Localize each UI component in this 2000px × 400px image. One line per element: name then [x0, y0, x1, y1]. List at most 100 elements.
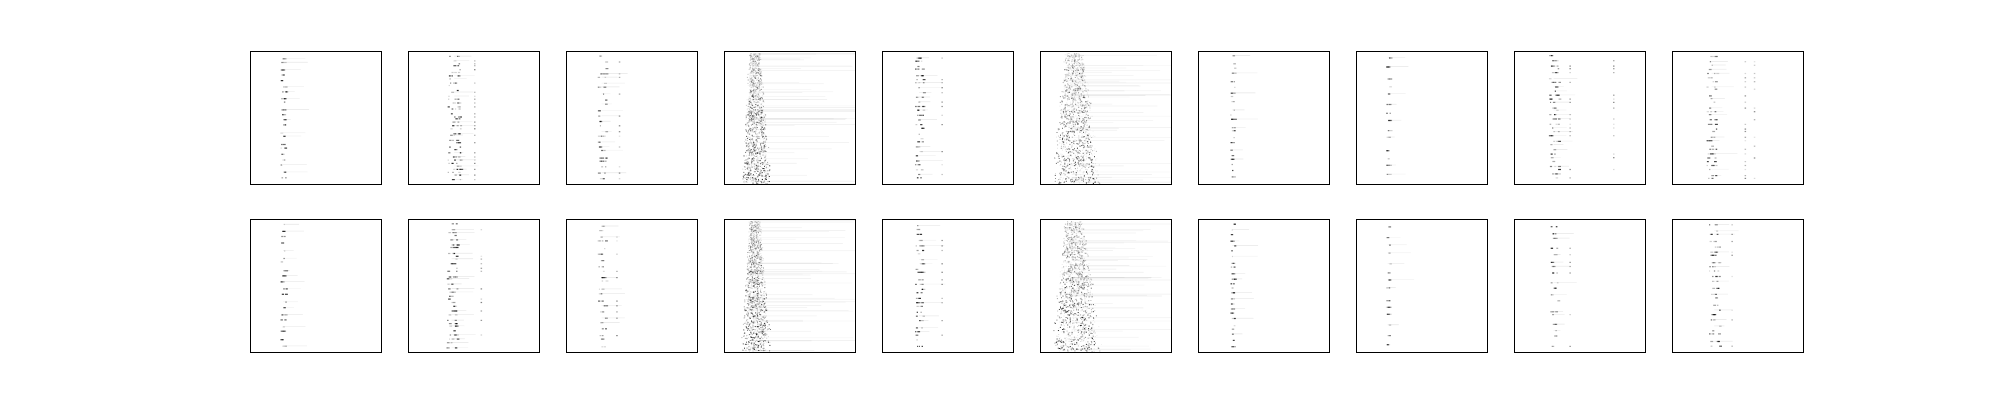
heatmap-cell: [765, 158, 767, 160]
heatmap-cell: [749, 273, 751, 275]
heatmap-cell: [757, 67, 759, 69]
heatmap-cell: [755, 341, 756, 343]
heatmap-cell: [750, 101, 752, 103]
heatmap-cell: [755, 228, 757, 230]
heatmap-cell: [1091, 162, 1093, 164]
heatmap-cell: [1552, 173, 1555, 175]
heatmap-cell: [1085, 135, 1087, 137]
heatmap-cell: [748, 169, 750, 171]
heatmap-cell: [1569, 131, 1571, 133]
heatmap-cell: [1077, 156, 1079, 158]
heatmap-cell: [1073, 59, 1075, 61]
heatmap-cell: [1083, 179, 1084, 181]
heatmap-cell: [1386, 66, 1389, 68]
heatmap-cell: [451, 229, 453, 231]
heatmap-panel: [408, 219, 540, 353]
heatmap-cell: [748, 244, 750, 246]
heatmap-cell: [601, 300, 603, 302]
heatmap-cell: [1068, 171, 1069, 173]
heatmap-cell: [756, 139, 758, 141]
heatmap-cell: [755, 245, 756, 246]
heatmap-cell: [752, 239, 754, 241]
heatmap-cell: [759, 262, 761, 264]
heatmap-cell: [756, 257, 757, 259]
heatmap-cell: [916, 177, 919, 179]
heatmap-cell: [1092, 170, 1093, 172]
heatmap-cell: [754, 315, 756, 317]
heatmap-cell: [1071, 120, 1154, 121]
heatmap-cell: [456, 334, 459, 336]
heatmap-cell: [1067, 80, 1069, 82]
heatmap-cell: [1089, 125, 1090, 127]
heatmap-cell: [758, 68, 760, 70]
heatmap-cell: [1231, 72, 1234, 74]
heatmap-cell: [604, 135, 606, 137]
heatmap-cell: [748, 117, 750, 119]
heatmap-cell: [752, 127, 754, 129]
heatmap-cell: [761, 249, 763, 251]
heatmap-cell: [1065, 94, 1067, 96]
heatmap-cell: [754, 282, 756, 284]
heatmap-cell: [759, 81, 761, 83]
heatmap-cell: [751, 243, 753, 245]
heatmap-cell: [451, 229, 474, 230]
heatmap-cell: [756, 231, 758, 233]
heatmap-cell: [1081, 93, 1083, 95]
heatmap-cell: [753, 157, 754, 159]
heatmap-cell: [1070, 68, 1072, 70]
heatmap-cell: [456, 142, 459, 144]
heatmap-cell: [758, 62, 760, 64]
heatmap-cell: [1071, 81, 1127, 83]
heatmap-cell: [760, 339, 762, 341]
heatmap-cell: [755, 247, 757, 249]
heatmap-cell: [751, 177, 753, 179]
heatmap-cell: [283, 114, 287, 116]
heatmap-cell: [750, 283, 752, 285]
heatmap-cell: [757, 224, 759, 226]
heatmap-cell: [759, 121, 761, 123]
heatmap-cell: [1082, 70, 1084, 72]
heatmap-cell: [749, 295, 751, 297]
heatmap-cell: [448, 276, 451, 278]
heatmap-cell: [759, 250, 761, 252]
heatmap-cell: [1066, 104, 1068, 106]
heatmap-cell: [750, 90, 752, 92]
heatmap-cell: [1068, 172, 1070, 174]
heatmap-cell: [917, 141, 921, 143]
heatmap-cell: [762, 350, 764, 352]
heatmap-cell: [746, 143, 748, 145]
heatmap-cell: [1068, 106, 1070, 108]
heatmap-cell: [283, 86, 304, 87]
heatmap-cell: [757, 175, 759, 177]
heatmap-cell: [747, 314, 749, 316]
heatmap-cell: [748, 101, 750, 103]
heatmap-cell: [763, 291, 765, 293]
heatmap-cell: [1075, 65, 1077, 66]
heatmap-cell: [750, 88, 752, 90]
heatmap-cell: [749, 126, 751, 128]
heatmap-cell: [761, 175, 763, 177]
heatmap-cell: [1070, 65, 1072, 67]
heatmap-cell: [762, 124, 764, 126]
heatmap-cell: [1065, 125, 1067, 127]
heatmap-cell: [753, 167, 755, 169]
heatmap-cell: [599, 86, 602, 88]
heatmap-cell: [1081, 109, 1083, 111]
heatmap-cell: [747, 124, 749, 126]
heatmap-cell: [1089, 129, 1091, 131]
heatmap-cell: [759, 160, 761, 162]
heatmap-cell: [756, 177, 758, 179]
heatmap-cell: [1074, 144, 1076, 145]
heatmap-cell: [1064, 116, 1065, 118]
heatmap-cell: [922, 114, 924, 116]
heatmap-cell: [453, 244, 455, 246]
heatmap-cell: [760, 295, 762, 297]
heatmap-cell: [760, 120, 762, 122]
heatmap-cell: [751, 281, 753, 283]
heatmap-cell: [748, 245, 750, 247]
heatmap-cell: [1079, 141, 1081, 143]
heatmap-cell: [750, 346, 752, 348]
heatmap-cell: [1082, 97, 1084, 98]
heatmap-cell: [454, 116, 456, 118]
heatmap-cell: [1069, 148, 1071, 150]
